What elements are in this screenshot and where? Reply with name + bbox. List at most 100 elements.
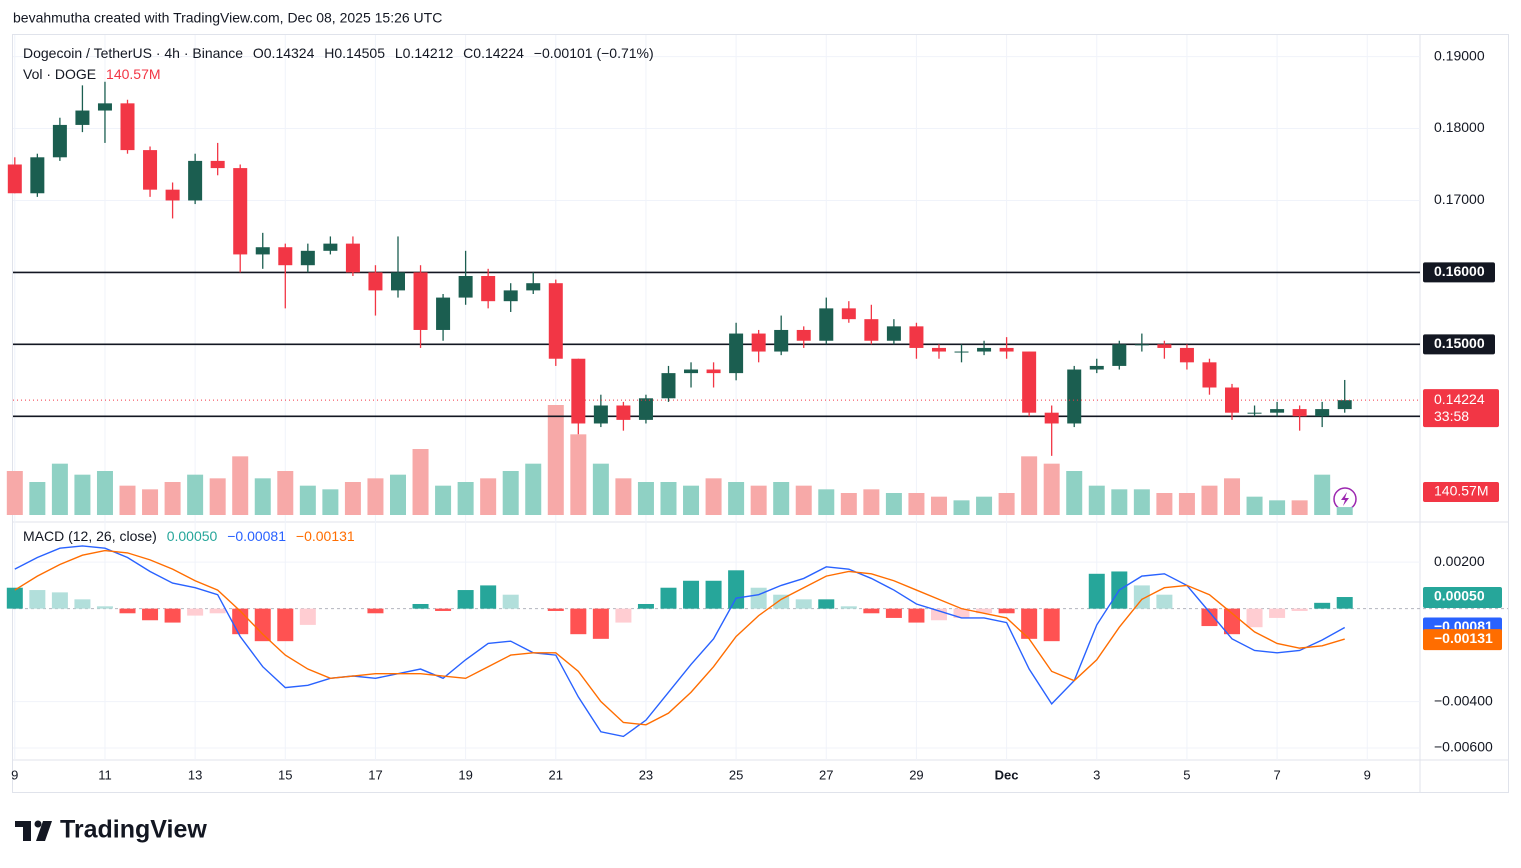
volume-title: Vol · DOGE — [23, 66, 97, 82]
volume-bar — [1224, 478, 1241, 515]
volume-bar — [367, 478, 384, 515]
histogram-bar — [615, 608, 632, 623]
volume-bar — [1066, 471, 1083, 515]
volume-bar — [1246, 496, 1263, 515]
x-tick-label: 9 — [11, 767, 18, 782]
y-tick-label: 0.00200 — [1434, 553, 1485, 569]
volume-bar — [840, 493, 857, 515]
volume-label: 140.57M — [1434, 483, 1488, 499]
x-tick-label: 3 — [1093, 767, 1100, 782]
histogram-bar — [660, 587, 677, 609]
histogram-bar — [74, 599, 91, 609]
x-tick-label: 29 — [909, 767, 923, 782]
histogram-bar — [1224, 608, 1241, 635]
macd-line — [14, 545, 1346, 738]
histogram-bar — [637, 603, 654, 609]
volume-bar — [908, 493, 925, 515]
volume-bar — [818, 489, 835, 515]
histogram-bar — [1201, 608, 1218, 627]
candle-body — [1044, 412, 1059, 424]
tv-logo-icon — [15, 820, 52, 841]
candle-body — [1112, 344, 1127, 366]
histogram-bar — [367, 608, 384, 614]
candle-body — [75, 110, 90, 125]
volume-bar — [164, 482, 181, 515]
candle-body — [796, 329, 811, 341]
histogram-value-label: 0.00050 — [1434, 588, 1485, 604]
volume-bar — [660, 482, 677, 515]
histogram-bar — [1133, 585, 1150, 609]
candle-body — [526, 283, 541, 291]
volume-bar — [299, 485, 316, 515]
volume-bar — [277, 471, 294, 515]
volume-bar — [570, 434, 587, 515]
volume-bar — [930, 496, 947, 515]
histogram-bar — [1314, 602, 1331, 609]
volume-bar — [119, 485, 136, 515]
volume-bar — [96, 471, 113, 515]
volume-bar — [457, 482, 474, 515]
candle-body — [616, 405, 631, 420]
volume-bar — [480, 478, 497, 515]
candle-body — [458, 276, 473, 298]
volume-bar — [1336, 507, 1353, 515]
volume-bar — [1088, 485, 1105, 515]
histogram-bar — [570, 608, 587, 635]
signal-line — [14, 549, 1345, 726]
candle-body — [774, 329, 789, 352]
histogram-bar — [51, 592, 68, 609]
histogram-bar — [750, 587, 767, 609]
macd-value: −0.00081 — [227, 528, 287, 544]
volume-bar — [547, 405, 564, 515]
candle-body — [977, 347, 992, 352]
volume-bar — [1178, 493, 1195, 515]
candle-body — [1022, 351, 1037, 413]
y-tick-label: 0.16000 — [1434, 263, 1485, 279]
histogram-bar — [254, 608, 271, 642]
histogram-bar — [1043, 608, 1060, 642]
volume-bar — [1156, 493, 1173, 515]
alert-icon[interactable] — [1333, 487, 1357, 511]
candle-body — [120, 103, 135, 151]
candle-body — [751, 333, 766, 352]
histogram-bar — [1246, 608, 1263, 628]
histogram-bar — [908, 608, 925, 623]
candle-body — [1337, 400, 1352, 410]
histogram-bar — [547, 608, 564, 611]
histogram-bar — [457, 590, 474, 609]
countdown-label: 33:58 — [1434, 408, 1469, 424]
volume-bar — [998, 493, 1015, 515]
volume-bar — [187, 474, 204, 515]
candle-body — [1067, 369, 1082, 424]
x-tick-label: 13 — [188, 767, 202, 782]
volume-bar — [1111, 489, 1128, 515]
histogram-bar — [930, 608, 947, 621]
candle-body — [503, 290, 518, 302]
candle-body — [999, 347, 1014, 352]
candle-body — [7, 164, 22, 194]
volume-bar — [1291, 500, 1308, 515]
last-price-label: 0.14224 — [1434, 391, 1485, 407]
histogram-bar — [773, 594, 790, 609]
volume-bar — [750, 485, 767, 515]
volume-bar — [953, 500, 970, 515]
signal-value: −0.00131 — [295, 528, 355, 544]
volume-bar — [795, 485, 812, 515]
histogram-bar — [96, 606, 113, 609]
candle-body — [481, 276, 496, 302]
histogram-bar — [435, 608, 452, 611]
y-tick-label: 0.18000 — [1434, 119, 1485, 135]
histogram-bar — [728, 570, 745, 609]
volume-bar — [232, 456, 249, 515]
histogram-bar — [209, 608, 226, 614]
histogram-bar — [502, 594, 519, 609]
volume-bar — [51, 463, 68, 515]
histogram-bar — [795, 599, 812, 609]
candle-body — [1247, 412, 1262, 414]
histogram-bar — [1156, 594, 1173, 609]
histogram-bar — [998, 608, 1015, 614]
histogram-bar — [142, 608, 159, 621]
candle-body — [30, 157, 45, 194]
histogram-bar — [885, 608, 902, 618]
candle-body — [1157, 344, 1172, 348]
